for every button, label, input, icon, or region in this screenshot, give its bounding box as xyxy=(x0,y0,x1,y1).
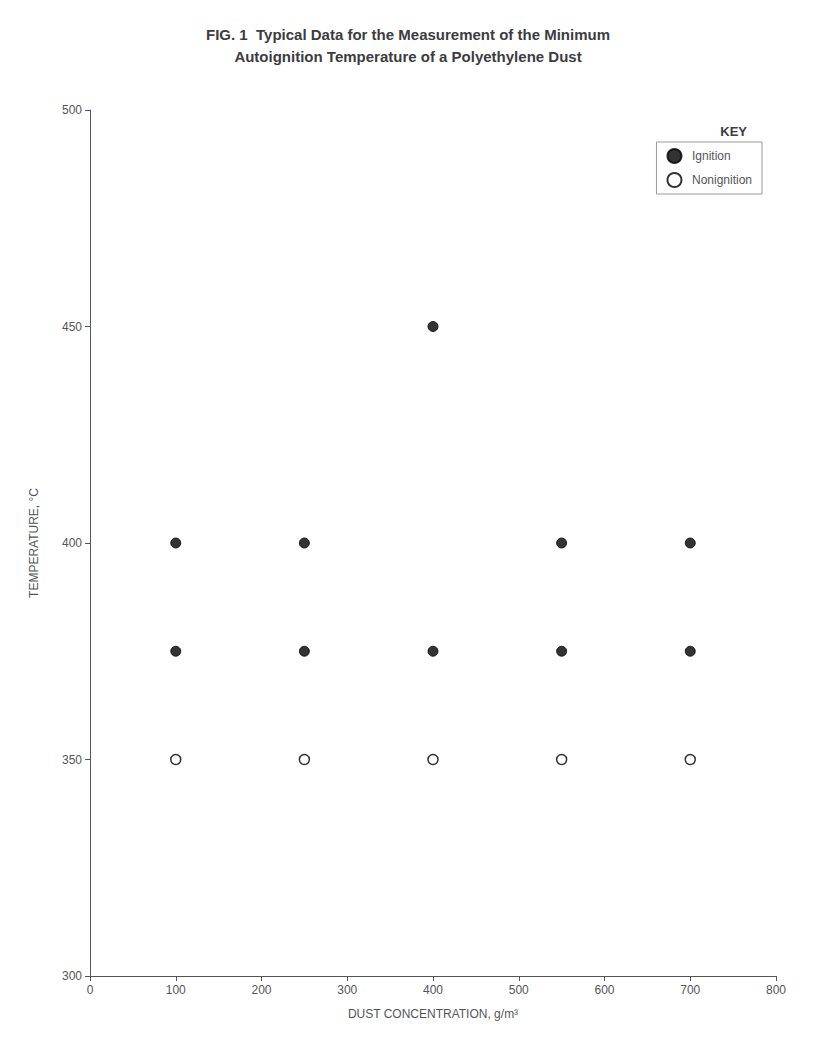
svg-text:TEMPERATURE, °C: TEMPERATURE, °C xyxy=(27,488,41,598)
svg-text:Autoignition Temperature of a: Autoignition Temperature of a Polyethyle… xyxy=(234,48,581,65)
svg-text:200: 200 xyxy=(251,983,271,997)
svg-text:DUST CONCENTRATION, g/m³: DUST CONCENTRATION, g/m³ xyxy=(348,1007,518,1021)
svg-text:Ignition: Ignition xyxy=(692,149,731,163)
svg-text:500: 500 xyxy=(62,103,82,117)
svg-text:100: 100 xyxy=(166,983,186,997)
svg-text:KEY: KEY xyxy=(720,124,747,139)
svg-text:Nonignition: Nonignition xyxy=(692,173,752,187)
svg-text:350: 350 xyxy=(62,753,82,767)
svg-text:600: 600 xyxy=(594,983,614,997)
svg-text:400: 400 xyxy=(62,536,82,550)
svg-text:500: 500 xyxy=(509,983,529,997)
svg-text:FIG. 1 Typical Data for the M: FIG. 1 Typical Data for the Measurement … xyxy=(206,26,610,43)
svg-text:450: 450 xyxy=(62,320,82,334)
svg-text:700: 700 xyxy=(680,983,700,997)
svg-text:800: 800 xyxy=(766,983,786,997)
svg-text:300: 300 xyxy=(62,969,82,983)
svg-text:0: 0 xyxy=(87,983,94,997)
svg-text:300: 300 xyxy=(337,983,357,997)
svg-text:400: 400 xyxy=(423,983,443,997)
